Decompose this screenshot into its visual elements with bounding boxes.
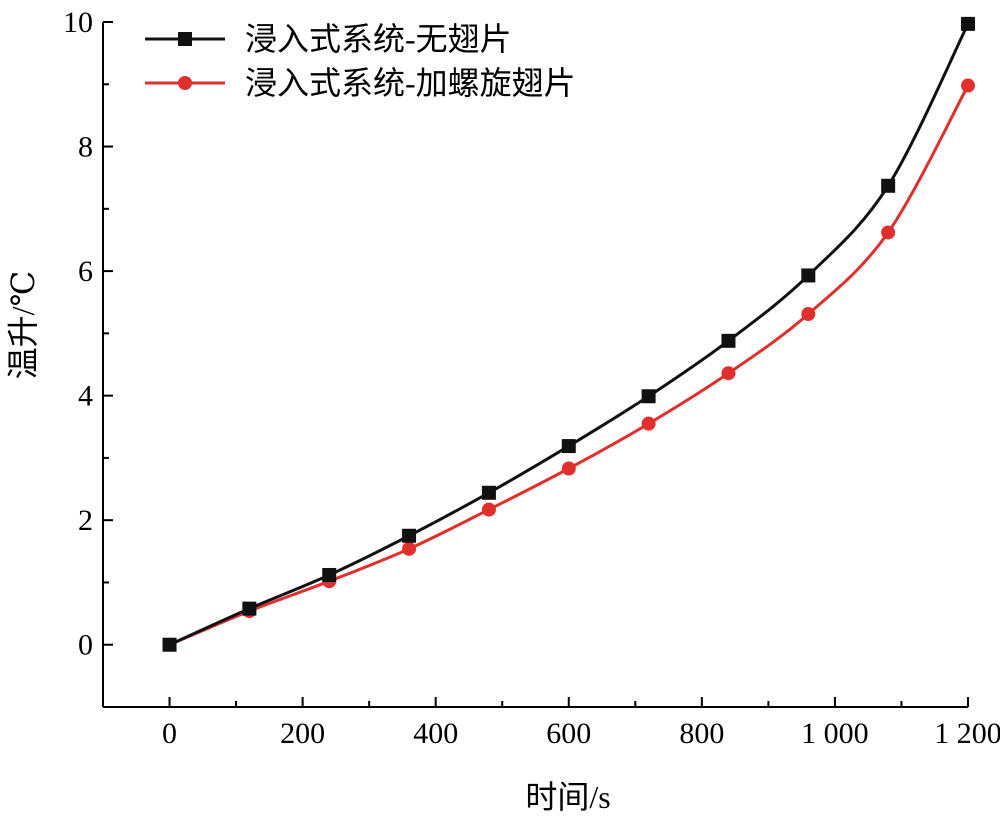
series-1-line [168, 23, 970, 647]
series-1-point [162, 637, 177, 652]
plot-area [162, 16, 975, 652]
series-2-line [168, 84, 970, 647]
series-1-point [641, 389, 656, 404]
series-1-point [721, 333, 736, 348]
series-1-point [561, 439, 576, 454]
x-tick-label: 200 [280, 717, 325, 750]
y-tick-label: 4 [78, 380, 93, 413]
series-2 [162, 78, 975, 652]
x-tick-label: 400 [413, 717, 458, 750]
x-axis-title: 时间/s [525, 779, 610, 815]
legend-item-1: 浸入式系统-无翅片 [145, 21, 512, 57]
x-tick-label: 600 [546, 717, 591, 750]
legend-marker [178, 32, 192, 46]
y-tick-label: 6 [78, 255, 93, 288]
series-2-point [481, 502, 496, 517]
y-tick-label: 10 [63, 6, 93, 39]
legend-label: 浸入式系统-加螺旋翅片 [245, 65, 576, 101]
series-1-point [481, 485, 496, 500]
series-2-point [402, 541, 417, 556]
series-1-point [801, 268, 816, 283]
series-2-point [961, 78, 975, 93]
y-tick-label: 8 [78, 131, 93, 164]
series-2-point [721, 366, 736, 381]
y-tick-label: 0 [78, 629, 93, 662]
y-axis-title: 温升/℃ [5, 271, 41, 380]
legend-marker [178, 76, 192, 90]
y-tick-label: 2 [78, 504, 93, 537]
series-1-point [242, 601, 257, 616]
series-2-point [801, 307, 816, 322]
axes: 0 200 400 600 800 1 000 1 200 0 2 4 6 8 10 [63, 6, 1000, 750]
series-1-point [402, 528, 417, 543]
series-1-point [881, 178, 896, 193]
x-tick-label: 0 [162, 717, 177, 750]
x-tick-label: 1 200 [934, 717, 1000, 750]
legend-label: 浸入式系统-无翅片 [245, 21, 512, 57]
series-1-point [961, 16, 975, 31]
series-2-point [561, 461, 576, 476]
x-tick-label: 1 000 [801, 717, 869, 750]
series-1 [162, 16, 975, 652]
series-2-point [641, 416, 656, 431]
series-2-point [881, 225, 896, 240]
series-1-point [322, 567, 337, 582]
x-tick-label: 800 [679, 717, 724, 750]
legend-item-2: 浸入式系统-加螺旋翅片 [145, 65, 576, 101]
